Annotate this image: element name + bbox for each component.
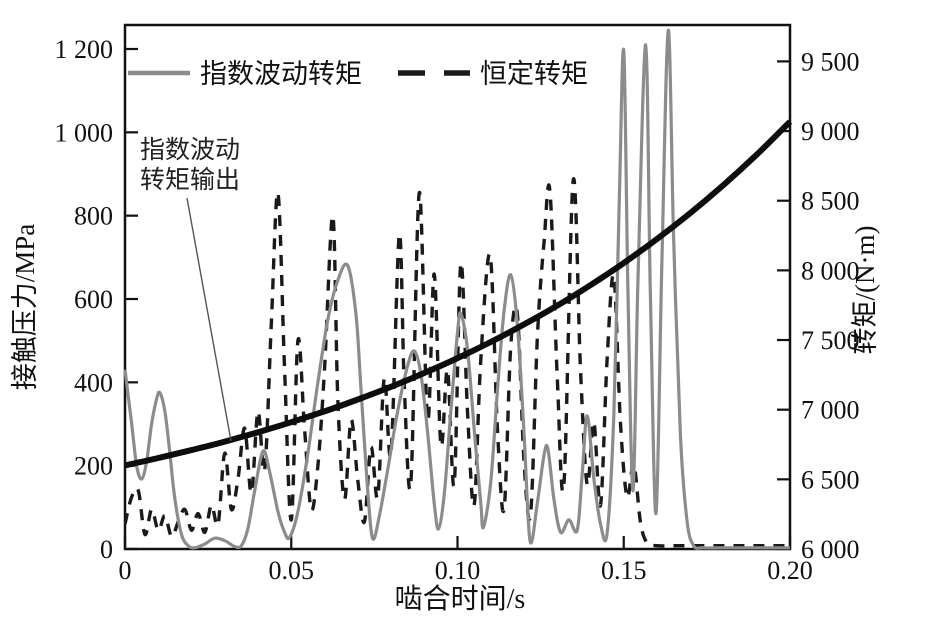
ticks-layer: 0 200 400 600 800 1 000 1 200 6 000 6 500 7 000 7 … xyxy=(55,35,860,585)
x-tick-label: 0.15 xyxy=(601,556,647,585)
y-right-tick-label: 7 500 xyxy=(801,326,860,355)
y-left-tick-label: 800 xyxy=(74,202,113,231)
x-tick-label: 0 xyxy=(119,556,132,585)
curve-solid xyxy=(124,28,790,550)
x-tick-label: 0.20 xyxy=(767,556,813,585)
y-right-tick-label: 9 000 xyxy=(801,117,860,146)
annotation-line-2: 转矩输出 xyxy=(140,166,240,194)
y-left-tick-label: 1 200 xyxy=(55,35,114,64)
y-left-tick-label: 1 000 xyxy=(55,118,114,147)
legend-label-exponential: 指数波动转矩 xyxy=(200,59,362,89)
legend: 指数波动转矩 恒定转矩 xyxy=(128,59,588,89)
y-right-tick-label: 7 000 xyxy=(801,396,860,425)
x-axis-title: 啮合时间/s xyxy=(395,583,526,615)
annotation-line-1: 指数波动 xyxy=(140,136,240,164)
y-left-tick-label: 400 xyxy=(74,368,113,397)
y-left-tick-label: 600 xyxy=(74,285,113,314)
y-right-tick-label: 9 500 xyxy=(801,47,860,76)
y-right-axis-title: 转矩/(N·m) xyxy=(850,226,880,355)
x-tick-label: 0.05 xyxy=(269,556,315,585)
y-right-tick-label: 6 000 xyxy=(801,535,860,564)
plot-border xyxy=(123,23,792,551)
y-left-tick-label: 0 xyxy=(100,535,113,564)
y-left-tick-label: 200 xyxy=(74,452,113,481)
curves-layer xyxy=(124,28,792,550)
y-right-tick-label: 8 500 xyxy=(801,187,860,216)
annotation-leader-line xyxy=(186,197,232,442)
curve-dashed xyxy=(124,177,790,548)
y-right-tick-label: 8 000 xyxy=(801,256,860,285)
x-tick-label: 0.10 xyxy=(435,556,481,585)
y-left-axis-title: 接触压力/MPa xyxy=(10,224,40,391)
legend-label-constant: 恒定转矩 xyxy=(480,59,588,89)
y-right-tick-label: 6 500 xyxy=(801,465,860,494)
curve-solid-thick xyxy=(124,119,792,469)
